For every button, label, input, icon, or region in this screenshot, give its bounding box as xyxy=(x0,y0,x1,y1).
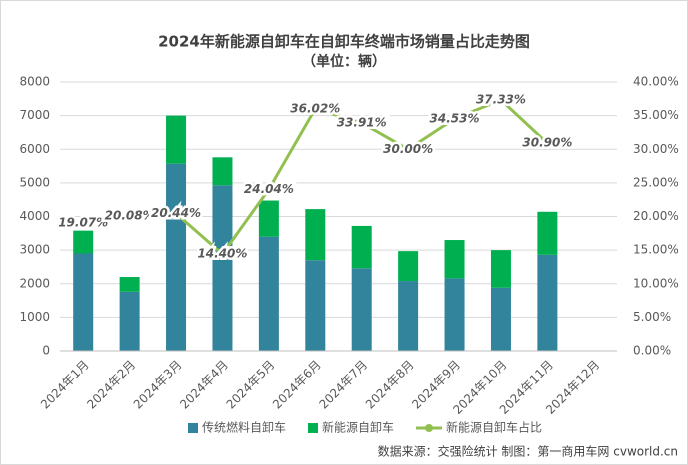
data-label: 30.90% xyxy=(522,136,572,150)
legend-marker xyxy=(425,424,434,432)
bar-segment xyxy=(212,185,233,351)
y2-tick-label: 35.00% xyxy=(633,108,679,122)
bar-segment xyxy=(444,240,465,279)
bar-segment xyxy=(444,278,465,351)
y-tick-label: 4000 xyxy=(19,209,50,223)
bar-segment xyxy=(258,236,279,351)
bar-segment xyxy=(537,211,558,255)
bar-segment xyxy=(119,291,140,351)
legend-label: 传统燃料自卸车 xyxy=(202,420,286,435)
y-tick-label: 8000 xyxy=(19,75,50,89)
y2-tick-label: 25.00% xyxy=(633,175,679,189)
data-label: 24.04% xyxy=(244,182,294,196)
chart-title: 2024年新能源自卸车在自卸车终端市场销量占比走势图 xyxy=(158,33,530,51)
y2-tick-label: 15.00% xyxy=(633,243,679,257)
bar-segment xyxy=(398,251,419,282)
bar-segment xyxy=(166,115,187,164)
bar-segment xyxy=(351,268,372,351)
y-tick-label: 0 xyxy=(42,344,50,358)
y-tick-label: 3000 xyxy=(19,243,50,257)
bar-segment xyxy=(212,157,233,186)
bar-segment xyxy=(258,200,279,237)
y2-tick-label: 20.00% xyxy=(633,209,679,223)
y-tick-label: 2000 xyxy=(19,276,50,290)
legend-label: 新能源自卸车 xyxy=(322,420,394,435)
bar-segment xyxy=(73,253,94,351)
y-tick-label: 6000 xyxy=(19,142,50,156)
data-label: 20.08% xyxy=(105,208,155,222)
y2-tick-label: 40.00% xyxy=(633,75,679,89)
data-label: 19.07% xyxy=(58,215,108,229)
chart-subtitle: （单位：辆） xyxy=(302,53,386,70)
bar-segment xyxy=(351,225,372,269)
bar-segment xyxy=(119,277,140,292)
bar-segment xyxy=(73,230,94,254)
y-tick-label: 1000 xyxy=(19,310,50,324)
y2-tick-label: 30.00% xyxy=(633,142,679,156)
legend-label: 新能源自卸车占比 xyxy=(446,420,542,435)
data-label: 33.91% xyxy=(337,115,387,129)
data-label: 34.53% xyxy=(430,111,480,125)
bar-segment xyxy=(166,163,187,351)
data-label: 36.02% xyxy=(290,101,340,115)
data-label: 20.44% xyxy=(151,206,201,220)
bar-segment xyxy=(305,209,326,261)
data-label: 14.40% xyxy=(197,247,247,261)
bar-segment xyxy=(490,250,511,288)
y2-tick-label: 5.00% xyxy=(633,310,671,324)
line-series xyxy=(82,98,549,257)
y2-tick-label: 10.00% xyxy=(633,276,679,290)
bar-segment xyxy=(305,260,326,351)
data-label: 30.00% xyxy=(383,142,433,156)
bar-segment xyxy=(537,254,558,351)
legend-swatch xyxy=(188,423,198,433)
y2-tick-label: 0.00% xyxy=(633,344,671,358)
bar-segment xyxy=(398,281,419,351)
legend-swatch xyxy=(308,423,319,433)
data-label: 37.33% xyxy=(476,92,526,106)
y-tick-label: 7000 xyxy=(19,108,50,122)
bar-segment xyxy=(490,287,511,351)
y-tick-label: 5000 xyxy=(19,175,50,189)
source-note: 数据来源：交强险统计 制图：第一商用车网 cvworld.cn xyxy=(378,444,678,459)
